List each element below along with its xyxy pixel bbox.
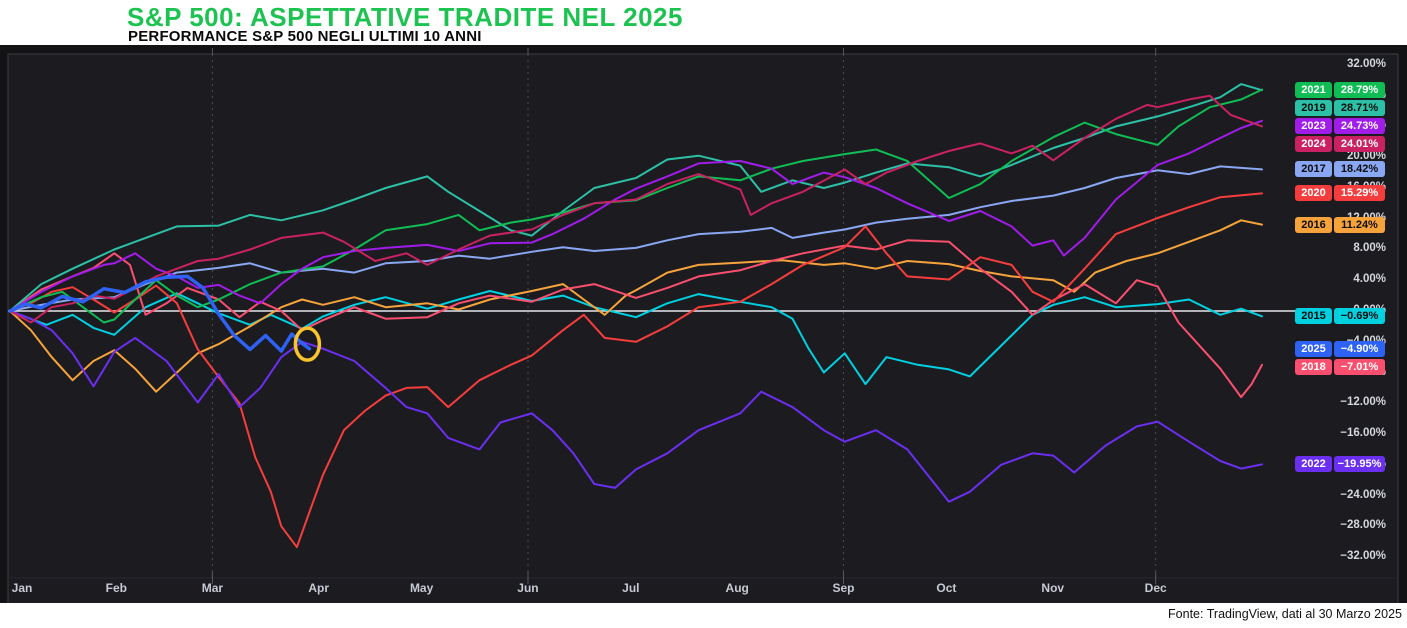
year-chip-2023: 2023 [1295,117,1332,134]
value-chip-2019: 28.71% [1334,99,1385,116]
series-line-2015 [9,290,1263,386]
x-axis-month-label: May [409,581,434,595]
y-axis-tick-label: 20.00% [1346,150,1386,163]
series-line-2022 [9,310,1263,503]
year-chip-2017: 2017 [1295,161,1332,178]
x-axis-month-label: Oct [936,581,957,595]
source-credit: Fonte: TradingView, dati al 30 Marzo 202… [1168,607,1402,621]
y-axis-tick-label: −16.00% [1340,427,1386,440]
year-chip-2019: 2019 [1295,99,1332,116]
x-axis-month-label: Aug [725,581,749,595]
series-line-2019 [9,83,1263,312]
year-chip-2016: 2016 [1295,216,1332,233]
value-chip-2016: 11.24% [1334,216,1385,233]
series-line-2024 [9,94,1263,324]
series-line-2025 [8,274,312,353]
year-chip-2015: 2015 [1295,308,1332,325]
y-axis-tick-label: 8.00% [1353,242,1386,255]
series-line-2020 [9,192,1263,549]
value-chip-2020: 15.29% [1334,185,1385,202]
y-axis-tick-label: −28.00% [1340,519,1386,532]
year-chip-2020: 2020 [1295,185,1332,202]
page-title: S&P 500: ASPETTATIVE TRADITE NEL 2025 [127,2,683,32]
value-chip-2023: 24.73% [1334,117,1385,134]
series-line-2023 [9,119,1263,312]
year-chip-2021: 2021 [1295,81,1332,98]
x-axis-month-label: Dec [1144,581,1167,595]
value-chip-2022: −19.95% [1334,456,1385,473]
series-line-2018 [9,239,1263,399]
x-axis-month-label: Jun [517,581,539,595]
value-chip-2018: −7.01% [1334,358,1385,375]
x-axis-month-label: Nov [1041,581,1065,595]
y-axis-tick-label: −12.00% [1340,396,1386,409]
footer: Fonte: TradingView, dati al 30 Marzo 202… [0,603,1407,628]
value-chip-2015: −0.69% [1334,308,1385,325]
value-chip-2025: −4.90% [1334,340,1385,357]
y-axis-tick-label: 4.00% [1353,273,1386,286]
x-axis-month-label: Jan [11,581,33,595]
x-axis-month-label: Jul [622,581,640,595]
chart-panel: 32.00%28.00%24.00%20.00%16.00%12.00%8.00… [0,45,1407,603]
highlight-circle-2025 [293,326,322,362]
header: S&P 500: ASPETTATIVE TRADITE NEL 2025 PE… [0,0,1407,45]
value-chip-2017: 18.42% [1334,161,1385,178]
y-axis-tick-label: 32.00% [1346,57,1386,70]
series-line-2017 [9,165,1263,312]
value-chip-2024: 24.01% [1334,135,1385,152]
x-axis-month-label: Sep [832,581,855,595]
year-chip-2024: 2024 [1295,135,1332,152]
performance-line-chart [7,48,1399,603]
x-axis-month-label: Apr [308,581,330,595]
series-line-2016 [9,219,1263,393]
year-chip-2022: 2022 [1295,456,1332,473]
year-chip-2025: 2025 [1295,340,1332,357]
y-axis-tick-label: −32.00% [1340,550,1386,563]
year-chip-2018: 2018 [1295,358,1332,375]
page-subtitle: PERFORMANCE S&P 500 NEGLI ULTIMI 10 ANNI [128,28,482,45]
y-axis-tick-label: −24.00% [1340,488,1386,501]
x-axis-month-label: Feb [105,581,127,595]
value-chip-2021: 28.79% [1334,81,1385,98]
x-axis-month-label: Mar [201,581,224,595]
